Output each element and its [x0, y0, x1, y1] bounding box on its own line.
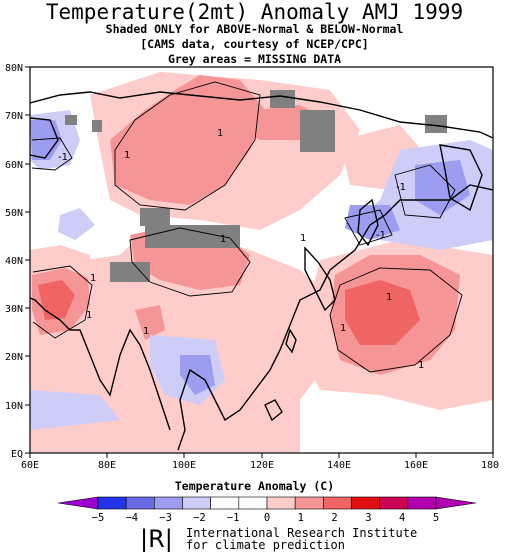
colorbar-cells: [57, 496, 477, 510]
colorbar-tick-label: 2: [331, 512, 337, 524]
y-tick-label: 40N: [5, 256, 23, 267]
colorbar-cell: [125, 496, 155, 510]
colorbar-title: Temperature Anomaly (C): [174, 479, 335, 493]
y-tick-label: 80N: [5, 63, 23, 74]
x-tick-label: 140E: [327, 460, 351, 471]
y-tick-label: EQ: [11, 449, 23, 460]
x-tick-label: 100E: [172, 460, 196, 471]
contour-label: 1: [143, 326, 149, 337]
x-tick-label: 80E: [98, 460, 116, 471]
y-tick-label: 60N: [5, 160, 23, 171]
institute-name-line-1: International Research Institute: [186, 526, 418, 540]
subtitle-line-3: Grey areas = MISSING DATA: [167, 52, 342, 66]
y-tick-label: 30N: [5, 304, 23, 315]
colorbar-tick-label: −3: [159, 512, 172, 524]
subtitle-line-2: [CAMS data, courtesy of NCEP/CPC]: [140, 37, 369, 51]
colorbar-cell: [182, 496, 211, 510]
x-tick-label: 180: [481, 460, 499, 471]
colorbar-arrow-high: [435, 496, 477, 510]
contour-label: 1: [386, 292, 392, 303]
contour-label: 1: [220, 234, 226, 245]
contours: [31, 81, 463, 373]
contour-label: 1: [90, 273, 96, 284]
contour-label: 1: [86, 310, 92, 321]
colorbar-cell: [294, 496, 324, 510]
colorbar-labels: −5 −4 −3 −2 −1 0 1 2 3 4 5: [92, 512, 439, 524]
y-tick-label: 70N: [5, 111, 23, 122]
colorbar-tick-label: 1: [298, 512, 304, 524]
contour-label: -1: [376, 230, 386, 241]
colorbar-tick-label: −1: [227, 512, 240, 524]
colorbar-tick-label: 5: [433, 512, 439, 524]
colorbar-tick-label: 3: [365, 512, 371, 524]
y-tick-label: 10N: [5, 401, 23, 412]
x-tick-label: 60E: [21, 460, 39, 471]
contour-label: 1: [340, 323, 346, 334]
contour-label: 1: [124, 150, 130, 161]
contour-label: 1: [418, 360, 424, 371]
y-tick-label: 20N: [5, 352, 23, 363]
map-title: Temperature(2mt) Anomaly AMJ 1999: [45, 0, 464, 24]
contour-label: -1: [396, 182, 406, 193]
colorbar-cell: [379, 496, 409, 510]
colorbar-cell: [97, 496, 127, 510]
iri-logo-text: |R|: [140, 525, 173, 552]
subtitle-line-1: Shaded ONLY for ABOVE-Normal & BELOW-Nor…: [105, 22, 404, 36]
colorbar-tick-label: −4: [125, 512, 138, 524]
colorbar-arrow-low: [57, 496, 99, 510]
colorbar-cell: [266, 496, 296, 510]
x-tick-label: 160E: [404, 460, 428, 471]
contour-label: 1: [300, 233, 306, 244]
iri-logo-icon: |R|: [140, 525, 173, 552]
colorbar-cell: [407, 496, 437, 510]
colorbar-cell: [351, 496, 380, 510]
colorbar: −5 −4 −3 −2 −1 0 1 2 3 4 5: [57, 496, 477, 524]
colorbar-cell: [238, 496, 268, 510]
colorbar-cell: [210, 496, 240, 510]
y-tick-label: 50N: [5, 208, 23, 219]
x-tick-label: 120E: [250, 460, 274, 471]
institute-name-line-2: for climate prediction: [186, 538, 345, 552]
colorbar-cell: [154, 496, 183, 510]
colorbar-tick-label: −2: [193, 512, 206, 524]
colorbar-tick-label: −5: [92, 512, 105, 524]
contour-label: -1: [58, 152, 68, 163]
contour-label: 1: [217, 128, 223, 139]
colorbar-tick-label: 0: [264, 512, 270, 524]
colorbar-cell: [323, 496, 352, 510]
colorbar-tick-label: 4: [399, 512, 405, 524]
